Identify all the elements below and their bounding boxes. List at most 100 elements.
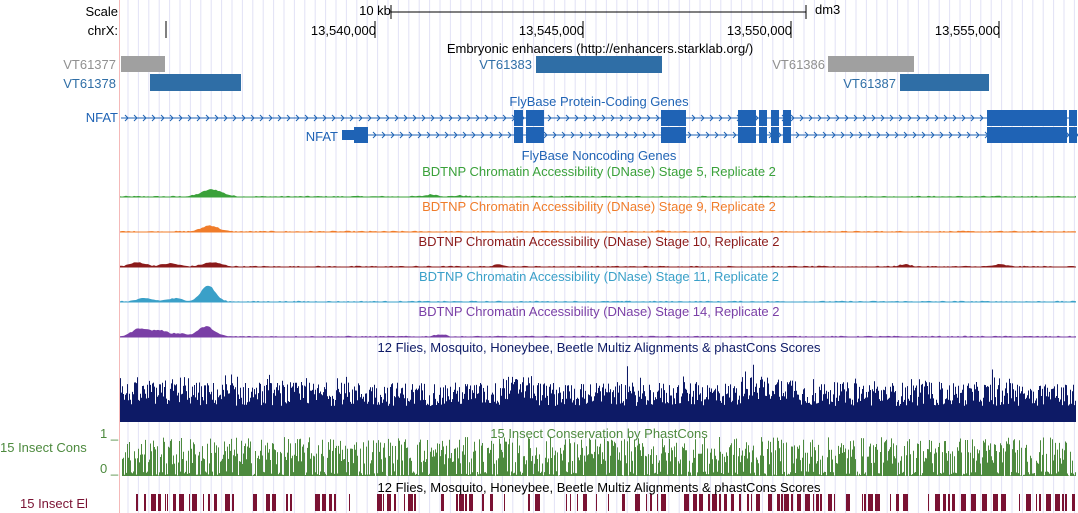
strand-arrow	[444, 131, 449, 139]
exon-block	[661, 127, 686, 143]
conserved-element	[739, 494, 741, 511]
strand-arrow	[124, 114, 129, 122]
multiz-track-title[interactable]: 12 Flies, Mosquito, Honeybee, Beetle Mul…	[377, 340, 821, 355]
enhancer-block-vt61387[interactable]	[900, 74, 989, 91]
strand-arrow	[705, 131, 710, 139]
conserved-element	[846, 494, 850, 511]
enhancer-label-vt61378[interactable]: VT61378	[63, 76, 116, 91]
strand-arrow	[556, 114, 561, 122]
enhancer-label-vt61387[interactable]: VT61387	[843, 76, 896, 91]
strand-arrow	[588, 131, 593, 139]
strand-arrow	[268, 114, 273, 122]
gene-label-nfat-2[interactable]: NFAT	[305, 129, 338, 144]
conserved-element	[408, 494, 413, 511]
enhancer-block-vt61383[interactable]	[536, 56, 662, 73]
strand-arrow	[853, 114, 858, 122]
exon-block	[514, 127, 523, 143]
conserved-element	[751, 494, 752, 511]
strand-arrow	[358, 114, 363, 122]
strand-arrow	[142, 114, 147, 122]
strand-arrow	[372, 131, 377, 139]
conserved-element	[144, 494, 146, 511]
conserved-element	[383, 494, 384, 511]
enhancer-block-vt61378[interactable]	[150, 74, 241, 91]
strand-arrow	[259, 114, 264, 122]
strand-arrow	[448, 114, 453, 122]
conserved-element	[712, 494, 717, 511]
exon-block	[783, 110, 791, 126]
strand-arrow	[790, 114, 795, 122]
conserved-element	[136, 494, 138, 511]
dnase-stage5-title[interactable]: BDTNP Chromatin Accessibility (DNase) St…	[422, 164, 776, 179]
strand-arrow	[696, 131, 701, 139]
strand-arrow	[880, 114, 885, 122]
strand-arrow	[957, 131, 962, 139]
exon-block	[514, 110, 523, 126]
strand-arrow	[651, 131, 656, 139]
conserved-element	[768, 494, 772, 511]
conserved-element	[1026, 494, 1031, 511]
conserved-element	[528, 494, 530, 511]
enhancer-block-vt61386[interactable]	[828, 56, 914, 72]
dnase-signal-area	[120, 285, 1076, 302]
cons-track-title[interactable]: 15 Insect Conservation by PhastCons	[490, 426, 708, 441]
enhancers-track-title[interactable]: Embryonic enhancers (http://enhancers.st…	[446, 41, 754, 56]
dnase-stage9-title[interactable]: BDTNP Chromatin Accessibility (DNase) St…	[422, 199, 776, 214]
cons-side-label[interactable]: 15 Insect Cons	[0, 440, 87, 455]
conserved-element	[151, 494, 156, 511]
conserved-element	[203, 494, 204, 511]
enhancer-label-vt61383[interactable]: VT61383	[479, 57, 532, 72]
strand-arrow	[916, 114, 921, 122]
strand-arrow	[597, 131, 602, 139]
strand-arrow	[718, 114, 723, 122]
strand-arrow	[948, 131, 953, 139]
conserved-element	[862, 494, 863, 511]
strand-arrow	[421, 114, 426, 122]
strand-arrow	[466, 114, 471, 122]
strand-arrow	[480, 131, 485, 139]
conserved-element	[158, 494, 161, 511]
noncoding-genes-track-title[interactable]: FlyBase Noncoding Genes	[521, 148, 677, 163]
elements-track-title[interactable]: 12 Flies, Mosquito, Honeybee, Beetle Mul…	[377, 480, 821, 495]
strand-arrow	[462, 131, 467, 139]
enhancer-label-vt61377[interactable]: VT61377	[63, 57, 116, 72]
strand-arrow	[862, 114, 867, 122]
conserved-element	[394, 494, 396, 511]
elements-side-label[interactable]: 15 Insect El	[20, 496, 88, 511]
cons-min-label: 0 _	[100, 461, 119, 476]
strand-arrow	[561, 131, 566, 139]
dnase-stage14-title[interactable]: BDTNP Chromatin Accessibility (DNase) St…	[418, 304, 780, 319]
gene-label-nfat[interactable]: NFAT	[85, 110, 118, 125]
enhancer-label-vt61386[interactable]: VT61386	[772, 57, 825, 72]
ruler-tick-label: 13,555,000	[934, 23, 1000, 38]
strand-arrow	[624, 131, 629, 139]
conserved-element	[225, 494, 230, 511]
dnase-stage10-title[interactable]: BDTNP Chromatin Accessibility (DNase) St…	[418, 234, 780, 249]
chrom-label: chrX:	[87, 23, 118, 38]
conserved-element	[1062, 494, 1064, 511]
strand-arrow	[912, 131, 917, 139]
conserved-element	[1065, 494, 1067, 511]
exon-block	[526, 127, 544, 143]
conserved-element	[708, 494, 710, 511]
strand-arrow	[322, 114, 327, 122]
conserved-element	[635, 494, 640, 511]
conserved-element	[834, 494, 835, 511]
enhancer-block-vt61377[interactable]	[121, 56, 165, 72]
conserved-element	[290, 494, 292, 511]
strand-arrow	[453, 131, 458, 139]
protein-genes-track-title[interactable]: FlyBase Protein-Coding Genes	[509, 94, 689, 109]
exon-block	[526, 110, 544, 126]
dnase-stage11-title[interactable]: BDTNP Chromatin Accessibility (DNase) St…	[418, 269, 780, 284]
conserved-element	[952, 494, 955, 511]
conserved-element	[943, 494, 946, 511]
exon-block	[771, 127, 779, 143]
strand-arrow	[610, 114, 615, 122]
conserved-element	[1055, 494, 1060, 511]
conserved-element	[928, 494, 929, 511]
strand-arrow	[241, 114, 246, 122]
conserved-element	[1039, 494, 1041, 511]
conserved-element	[504, 494, 505, 511]
